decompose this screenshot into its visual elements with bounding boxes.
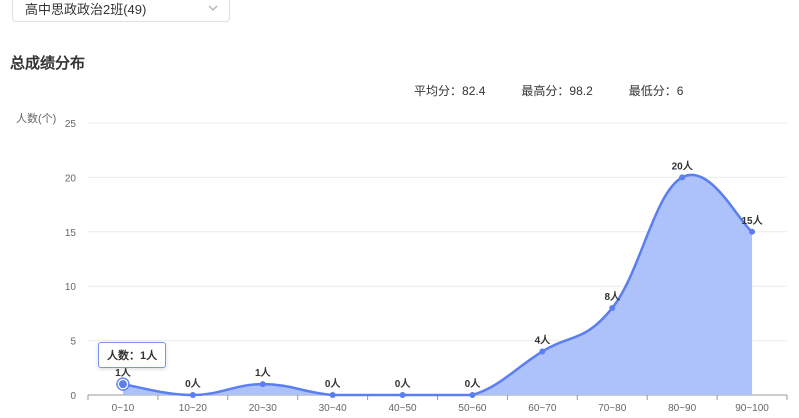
data-label: 0人 [325, 377, 342, 390]
data-point [189, 392, 196, 398]
y-tick-label: 10 [65, 282, 77, 293]
data-point [679, 174, 686, 181]
x-tick-label: 90~100 [735, 403, 769, 414]
score-stats: 平均分：82.4 最高分：98.2 最低分：6 [414, 82, 683, 99]
y-tick-label: 15 [65, 228, 77, 239]
stat-highest-label: 最高分： [521, 84, 570, 98]
data-point [469, 392, 476, 398]
data-point [259, 381, 266, 388]
data-label: 4人 [535, 333, 552, 346]
data-label: 1人 [255, 366, 272, 379]
stat-average: 平均分：82.4 [414, 82, 485, 99]
data-point [539, 348, 546, 355]
y-tick-label: 0 [70, 391, 76, 402]
data-label: 8人 [604, 290, 621, 303]
x-tick-label: 70~80 [598, 403, 627, 414]
data-label: 20人 [672, 159, 694, 172]
stat-average-value: 82.4 [462, 84, 486, 98]
stat-lowest: 最低分：6 [629, 82, 684, 99]
data-label: 0人 [465, 377, 482, 390]
y-axis-label: 人数(个) [16, 112, 56, 125]
y-tick-label: 20 [65, 173, 77, 184]
data-label: 1人 [115, 366, 132, 379]
x-tick-label: 60~70 [528, 403, 557, 414]
data-point [118, 380, 127, 389]
x-tick-label: 30~40 [319, 403, 348, 414]
x-tick-label: 50~60 [458, 403, 487, 414]
stat-lowest-label: 最低分： [628, 84, 677, 98]
stat-average-label: 平均分： [414, 84, 463, 98]
chart-tooltip: 人数： 1人 [98, 342, 167, 368]
data-point [749, 228, 756, 235]
series-area [122, 174, 753, 395]
chevron-down-icon [207, 2, 219, 14]
class-select[interactable]: 高中思政政治2班(49) [12, 0, 230, 22]
y-tick-label: 5 [70, 337, 76, 348]
stat-highest-value: 98.2 [569, 84, 593, 98]
x-tick-label: 80~90 [668, 403, 697, 414]
stat-lowest-value: 6 [676, 84, 684, 98]
data-label: 0人 [395, 377, 412, 390]
data-point [329, 392, 336, 398]
x-tick-label: 20~30 [249, 403, 278, 414]
class-select-value: 高中思政政治2班(49) [25, 1, 147, 17]
tooltip-label: 人数： [107, 350, 140, 362]
data-label: 0人 [185, 377, 202, 390]
y-tick-label: 25 [65, 119, 77, 130]
x-tick-label: 40~50 [389, 403, 418, 414]
stat-highest: 最高分：98.2 [521, 82, 592, 99]
series-line [122, 173, 753, 397]
x-tick-label: 0~10 [112, 403, 135, 414]
data-label: 15人 [741, 214, 763, 227]
x-tick-label: 10~20 [179, 403, 208, 414]
data-point [609, 304, 616, 311]
tooltip-value: 1人 [140, 350, 158, 362]
data-point [399, 392, 406, 398]
section-title: 总成绩分布 [10, 55, 86, 72]
